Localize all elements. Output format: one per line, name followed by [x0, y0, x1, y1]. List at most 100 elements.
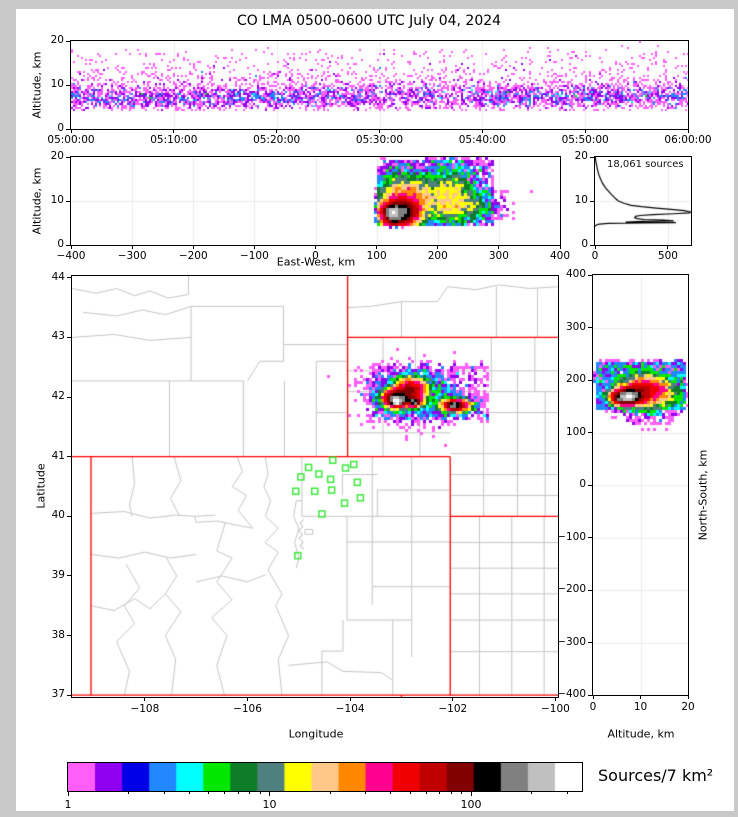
y-tick [67, 456, 71, 458]
y-tick [588, 432, 592, 433]
y-tick [588, 642, 592, 643]
colorbar-major-tick [269, 791, 270, 796]
colorbar-minor-tick [566, 791, 568, 794]
y-tick-label: 20 [50, 34, 64, 46]
colorbar-minor-tick [249, 791, 251, 794]
x-tick [687, 695, 689, 699]
colorbar-tick-label: 1 [64, 798, 72, 811]
x-tick-label: 0 [312, 250, 319, 262]
x-tick [594, 245, 596, 249]
colorbar-minor-tick [208, 791, 210, 794]
x-tick-label: −100 [239, 250, 269, 262]
colorbar-minor-tick [163, 791, 165, 794]
x-tick-label: 100 [366, 250, 387, 262]
y-tick [588, 694, 592, 696]
x-tick-label: −108 [130, 703, 160, 715]
x-tick-label: −106 [233, 703, 262, 715]
x-tick-label: 20 [681, 701, 695, 713]
y-tick [590, 200, 594, 202]
y-tick-label: 0 [579, 478, 586, 490]
colorbar-label: Sources/7 km² [598, 766, 714, 785]
y-tick-label: 42 [51, 390, 65, 403]
y-tick [66, 156, 70, 158]
x-tick-label: 05:40:00 [458, 134, 506, 146]
map-y-label: Latitude [34, 463, 48, 509]
y-tick [588, 484, 592, 486]
x-tick [70, 129, 72, 133]
x-tick [592, 695, 594, 699]
x-tick-label: −100 [541, 703, 570, 715]
x-tick-label: −200 [178, 250, 208, 262]
x-tick [173, 129, 175, 133]
y-tick-label: −100 [557, 530, 586, 543]
y-tick-label: 100 [565, 425, 586, 438]
y-tick-label: 20 [574, 150, 588, 162]
y-tick [588, 327, 592, 328]
x-tick-label: 10 [633, 701, 648, 713]
y-tick-label: 0 [57, 122, 64, 134]
x-tick-label: 05:50:00 [561, 134, 609, 146]
x-tick [452, 697, 454, 701]
x-tick [640, 695, 641, 699]
y-tick-label: 400 [565, 268, 586, 280]
colorbar-minor-tick [188, 791, 190, 794]
source-count-annotation: 18,061 sources [607, 159, 684, 170]
colorbar-tick-label: 10 [262, 798, 277, 811]
x-tick-label: −300 [117, 250, 147, 262]
x-tick-label: −400 [56, 250, 86, 262]
x-tick [584, 129, 586, 133]
x-tick [554, 697, 556, 701]
y-tick-label: −300 [557, 635, 586, 648]
y-tick-label: 37 [51, 688, 65, 701]
colorbar-minor-tick [224, 791, 226, 794]
y-tick [590, 156, 594, 158]
y-tick [67, 515, 71, 517]
y-tick-label: 20 [50, 150, 64, 162]
y-tick-label: −400 [557, 688, 586, 700]
x-tick [192, 245, 194, 249]
x-tick [253, 245, 255, 249]
x-tick-label: 0 [589, 701, 597, 713]
y-tick [66, 128, 70, 130]
x-tick [70, 245, 72, 249]
x-tick-label: 06:00:00 [664, 134, 712, 146]
x-tick-label: −102 [438, 703, 468, 715]
colorbar-minor-tick [128, 791, 130, 794]
y-tick [67, 396, 71, 398]
y-tick-label: 10 [50, 78, 64, 90]
y-tick-label: 44 [51, 270, 65, 283]
colorbar-minor-tick [409, 791, 411, 794]
colorbar-minor-tick [329, 791, 331, 794]
x-tick [247, 697, 248, 701]
x-tick [349, 697, 351, 701]
x-tick [687, 129, 689, 133]
y-tick-label: 39 [51, 568, 65, 581]
x-tick [498, 245, 500, 249]
x-tick [481, 129, 483, 133]
time-height-panel [71, 41, 688, 129]
y-tick [67, 277, 71, 279]
east-west-height-panel [71, 157, 560, 245]
colorbar-minor-tick [390, 791, 392, 794]
y-tick-label: 10 [574, 194, 588, 206]
colorbar-minor-tick [450, 791, 452, 794]
y-tick-label: 38 [51, 628, 65, 641]
x-tick-label: 300 [488, 250, 509, 262]
y-tick [66, 40, 70, 42]
x-tick-label: 05:30:00 [355, 134, 404, 146]
colorbar [68, 763, 582, 791]
y-tick [590, 244, 594, 246]
ns-panel-x-label: Altitude, km [607, 727, 675, 741]
y-tick-label: −200 [557, 583, 586, 595]
x-tick-label: 400 [549, 250, 571, 262]
y-tick [67, 336, 71, 338]
y-tick [66, 84, 70, 86]
colorbar-major-tick [67, 791, 69, 796]
altitude-histogram-panel [595, 157, 691, 245]
y-tick [588, 537, 592, 538]
y-tick-label: 41 [51, 449, 65, 462]
x-tick-label: −104 [335, 703, 365, 715]
x-tick [559, 245, 561, 249]
ns-panel-y-label: North-South, km [696, 449, 710, 541]
y-tick [67, 694, 71, 696]
